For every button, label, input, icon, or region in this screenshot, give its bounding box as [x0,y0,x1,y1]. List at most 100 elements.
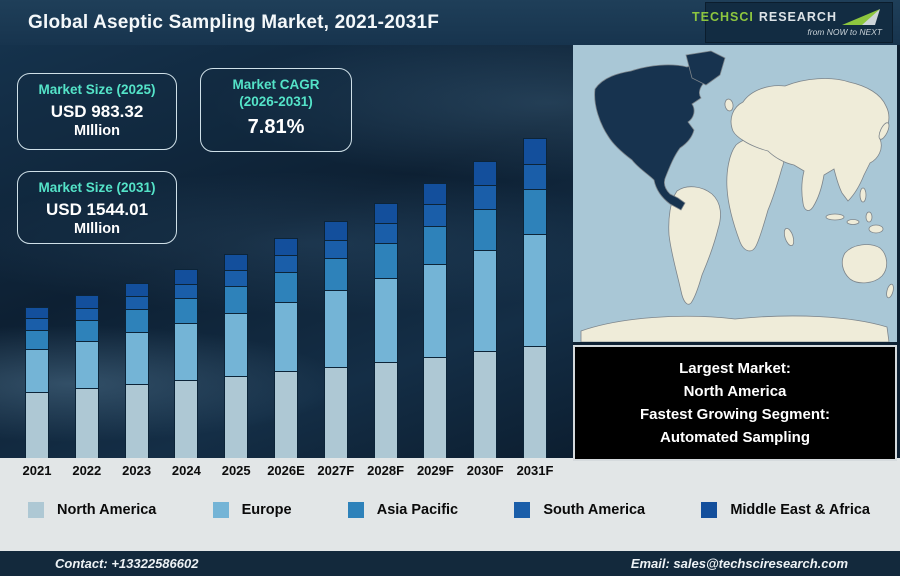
bar-segment-south-america [473,184,498,209]
bar-segment-north-america [74,387,99,458]
techsci-logo: TechSci Research from NOW to NEXT [692,2,893,43]
bar-2026E [274,238,298,458]
stat-title: Market CAGR [232,77,320,92]
bar-segment-south-america [25,318,49,330]
bar-segment-north-america [224,375,249,458]
x-axis-label-2024: 2024 [171,463,201,478]
bar-segment-europe [25,349,49,392]
callout-line: Largest Market: [679,359,791,377]
stat-box-market-cagr: Market CAGR (2026-2031) 7.81% [200,68,352,152]
bar-segment-europe [274,301,298,372]
x-axis-label-2022: 2022 [72,463,102,478]
bar-segment-asia-pacific [25,329,49,350]
bar-segment-middle-east-africa [25,307,49,319]
map-philippines [859,187,867,203]
map-madagascar [783,227,795,247]
bar-segment-south-america [274,255,298,273]
stat-value: 7.81% [247,115,305,138]
bar-segment-europe [523,233,547,347]
bar-segment-north-america [124,384,149,458]
bar-2021 [25,307,49,458]
map-north-america-highlight [594,63,712,211]
x-axis-label-2027F: 2027F [317,463,355,478]
bar-2030F [473,161,498,458]
bar-segment-europe [323,290,348,367]
bar-segment-north-america [423,356,448,458]
bar-2028F [373,202,398,458]
stat-box-market-size-2025: Market Size (2025) USD 983.32 MIllion [17,73,177,150]
callout-box: Largest Market: North America Fastest Gr… [573,345,897,461]
legend-item-middle-east-africa: Middle East & Africa [701,502,870,518]
bar-segment-north-america [373,361,398,458]
footer-email: Email: sales@techsciresearch.com [630,556,848,571]
bar-segment-europe [473,249,498,352]
stat-box-market-size-2031: Market Size (2031) USD 1544.01 MIllion [17,171,177,244]
bar-2027F [323,221,348,458]
map-greenland-highlight [685,50,726,86]
logo-tagline: from NOW to NEXT [807,27,882,37]
x-axis-label-2026E: 2026E [267,463,305,478]
bar-segment-asia-pacific [74,319,99,342]
bar-segment-asia-pacific [423,226,448,265]
bar-segment-middle-east-africa [473,161,498,185]
x-axis: 2021 2022 2023 2024 2025 2026E 2027F 2028F 2029F… [0,458,573,480]
stat-unit: MIllion [74,220,120,237]
bar-segment-middle-east-africa [274,238,298,256]
bar-segment-middle-east-africa [74,295,99,308]
callout-line: North America [683,382,787,400]
legend-label: Asia Pacific [376,502,459,518]
bar-segment-middle-east-africa [523,138,547,164]
stat-unit: MIllion [74,122,120,139]
bar-segment-europe [124,332,149,385]
bar-2024 [174,269,199,458]
bar-segment-asia-pacific [274,272,298,302]
map-eurasia [730,78,890,211]
legend-label: Europe [241,502,292,518]
bar-2022 [74,295,99,458]
footer-bar: Contact: +13322586602 Email: sales@techs… [0,551,900,576]
callout-line: Fastest Growing Segment: [639,406,831,423]
bar-segment-middle-east-africa [224,254,249,270]
chart-legend: North America Europe Asia Pacific South … [0,499,900,521]
legend-item-europe: Europe [212,502,292,518]
bar-segment-middle-east-africa [373,202,398,223]
bar-segment-middle-east-africa [323,221,348,240]
x-axis-label-2023: 2023 [122,463,152,478]
bar-segment-south-america [423,204,448,227]
bar-2029F [423,182,448,458]
legend-swatch-icon [514,502,531,518]
bar-segment-north-america [523,346,547,458]
bar-segment-south-america [373,222,398,243]
world-map [573,45,897,342]
bar-segment-asia-pacific [473,208,498,250]
legend-swatch-icon [347,502,364,518]
stat-title: (2026-2031) [239,93,313,109]
bar-segment-asia-pacific [523,189,547,234]
bar-segment-north-america [274,371,298,458]
logo-brand-secondary: Research [758,10,837,24]
logo-arrow-icon [842,9,880,25]
bar-segment-asia-pacific [323,258,348,291]
stat-value: USD 983.32 [50,101,144,121]
legend-label: North America [57,502,157,518]
bar-segment-north-america [25,391,49,458]
stat-title: Market Size (2025) [38,82,156,97]
stacked-bar-chart: Market Size (2025) USD 983.32 MIllion Ma… [0,45,573,458]
bar-2025 [224,254,249,458]
chart-footer-band [0,458,900,551]
bar-segment-south-america [74,307,99,320]
x-axis-label-2030F: 2030F [466,463,504,478]
bar-segment-south-america [124,295,149,310]
x-axis-label-2028F: 2028F [367,463,405,478]
bar-segment-europe [373,277,398,362]
map-new-zealand [886,283,894,299]
bar-2023 [124,282,149,458]
logo-brand-primary: TechSci [691,10,754,24]
bar-segment-asia-pacific [373,242,398,278]
legend-label: Middle East & Africa [730,502,870,518]
map-south-america [668,186,721,305]
x-axis-label-2025: 2025 [221,463,251,478]
map-indonesia-2 [846,219,860,225]
stat-value: USD 1544.01 [45,199,149,219]
bar-segment-south-america [523,163,547,190]
